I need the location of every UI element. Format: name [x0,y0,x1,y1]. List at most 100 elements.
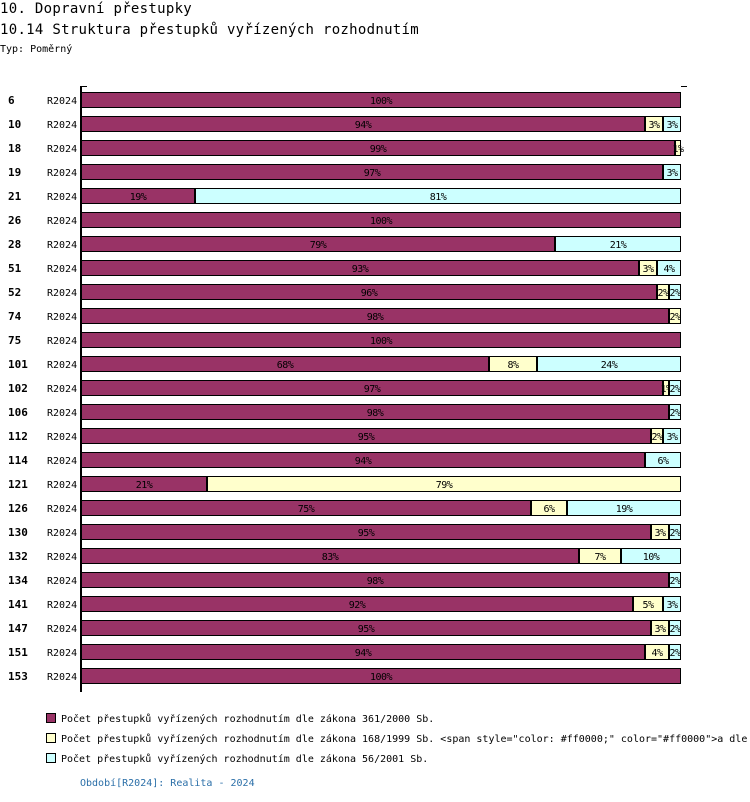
bar-segment [651,428,663,444]
period-label: R2024 [47,144,77,155]
bar-value-label: 100% [370,336,393,347]
category-label: 6 [8,94,15,107]
category-label: 26 [8,214,22,227]
period-label: R2024 [47,168,77,179]
bar-segment [645,452,681,468]
bar-segment [555,236,681,252]
bar-segment [531,500,567,516]
bar-value-label: 96% [361,288,378,299]
bar-segment [669,620,681,636]
bar-value-label: 3% [648,120,660,131]
period-label: R2024 [47,456,77,467]
bar-value-label: 2% [669,288,681,299]
bar-segment [645,644,669,660]
category-label: 106 [8,406,28,419]
bar-value-label: 3% [666,120,678,131]
bar-value-label: 8% [507,360,519,371]
bar-segment [675,140,681,156]
period-label: R2024 [47,576,77,587]
bar-segment [669,284,681,300]
bar-segment [669,380,681,396]
category-label: 102 [8,382,28,395]
category-label: 51 [8,262,22,275]
period-label: R2024 [47,552,77,563]
bar-value-label: 98% [367,576,384,587]
period-footer: Období[R2024]: Realita - 2024 [80,778,255,789]
bar-segment [567,500,681,516]
bar-value-label: 2% [669,408,681,419]
category-label: 141 [8,598,28,611]
bar-segment [663,380,669,396]
bar-value-label: 19% [616,504,633,515]
bar-value-label: 3% [666,168,678,179]
bar-value-label: 94% [355,120,372,131]
bar-segment [669,572,681,588]
bar-segment [669,308,681,324]
bar-value-label: 2% [657,288,669,299]
bar-segment [489,356,537,372]
bar-value-label: 2% [651,432,663,443]
bar-segment [195,188,681,204]
bar-value-label: 21% [136,480,153,491]
bar-value-label: 2% [669,648,681,659]
bar-value-label: 100% [370,216,393,227]
chart-title: 10.14 Struktura přestupků vyřízených roz… [0,22,419,38]
bar-value-label: 94% [355,648,372,659]
bar-value-label: 79% [436,480,453,491]
period-label: R2024 [47,408,77,419]
bar-value-label: 10% [643,552,660,563]
period-label: R2024 [47,120,77,131]
period-label: R2024 [47,192,77,203]
period-label: R2024 [47,528,77,539]
bar-value-label: 4% [651,648,663,659]
legend-swatch-cyan [46,753,56,763]
bar-value-label: 83% [322,552,339,563]
bar-segment [657,284,669,300]
legend-swatch-yellow [46,733,56,743]
bar-segment [639,260,657,276]
period-label: R2024 [47,312,77,323]
bar-value-label: 97% [364,384,381,395]
category-label: 28 [8,238,21,251]
period-label: R2024 [47,480,77,491]
period-label: R2024 [47,504,77,515]
bar-segment [621,548,681,564]
bar-segment [579,548,621,564]
bar-value-label: 100% [370,672,393,683]
bar-value-label: 2% [669,624,681,635]
bar-value-label: 19% [130,192,147,203]
bar-value-label: 97% [364,168,381,179]
bar-segment [207,476,681,492]
bar-value-label: 98% [367,408,384,419]
section-title: 10. Dopravní přestupky [0,1,193,17]
bar-value-label: 7% [594,552,606,563]
bar-value-label: 24% [601,360,618,371]
category-label: 75 [8,334,21,347]
bar-value-label: 2% [669,528,681,539]
bar-value-label: 2% [669,384,681,395]
bar-value-label: 3% [666,600,678,611]
period-label: R2024 [47,96,77,107]
period-label: R2024 [47,432,77,443]
bar-value-label: 3% [654,624,666,635]
category-label: 114 [8,454,28,467]
period-label: R2024 [47,648,77,659]
category-label: 147 [8,622,28,635]
bar-value-label: 3% [642,264,654,275]
category-label: 112 [8,430,28,443]
bar-value-label: 5% [642,600,654,611]
period-label: R2024 [47,360,77,371]
period-label: R2024 [47,624,77,635]
bar-value-label: 79% [310,240,327,251]
bar-segment [663,596,681,612]
bar-segment [633,596,663,612]
category-label: 126 [8,502,28,515]
bar-segment [669,404,681,420]
chart-type-label: Typ: Poměrný [0,44,73,55]
bar-value-label: 68% [277,360,294,371]
category-label: 74 [8,310,22,323]
bar-value-label: 21% [610,240,627,251]
bar-value-label: 1% [672,144,684,155]
bar-value-label: 6% [543,504,555,515]
bar-value-label: 92% [349,600,366,611]
